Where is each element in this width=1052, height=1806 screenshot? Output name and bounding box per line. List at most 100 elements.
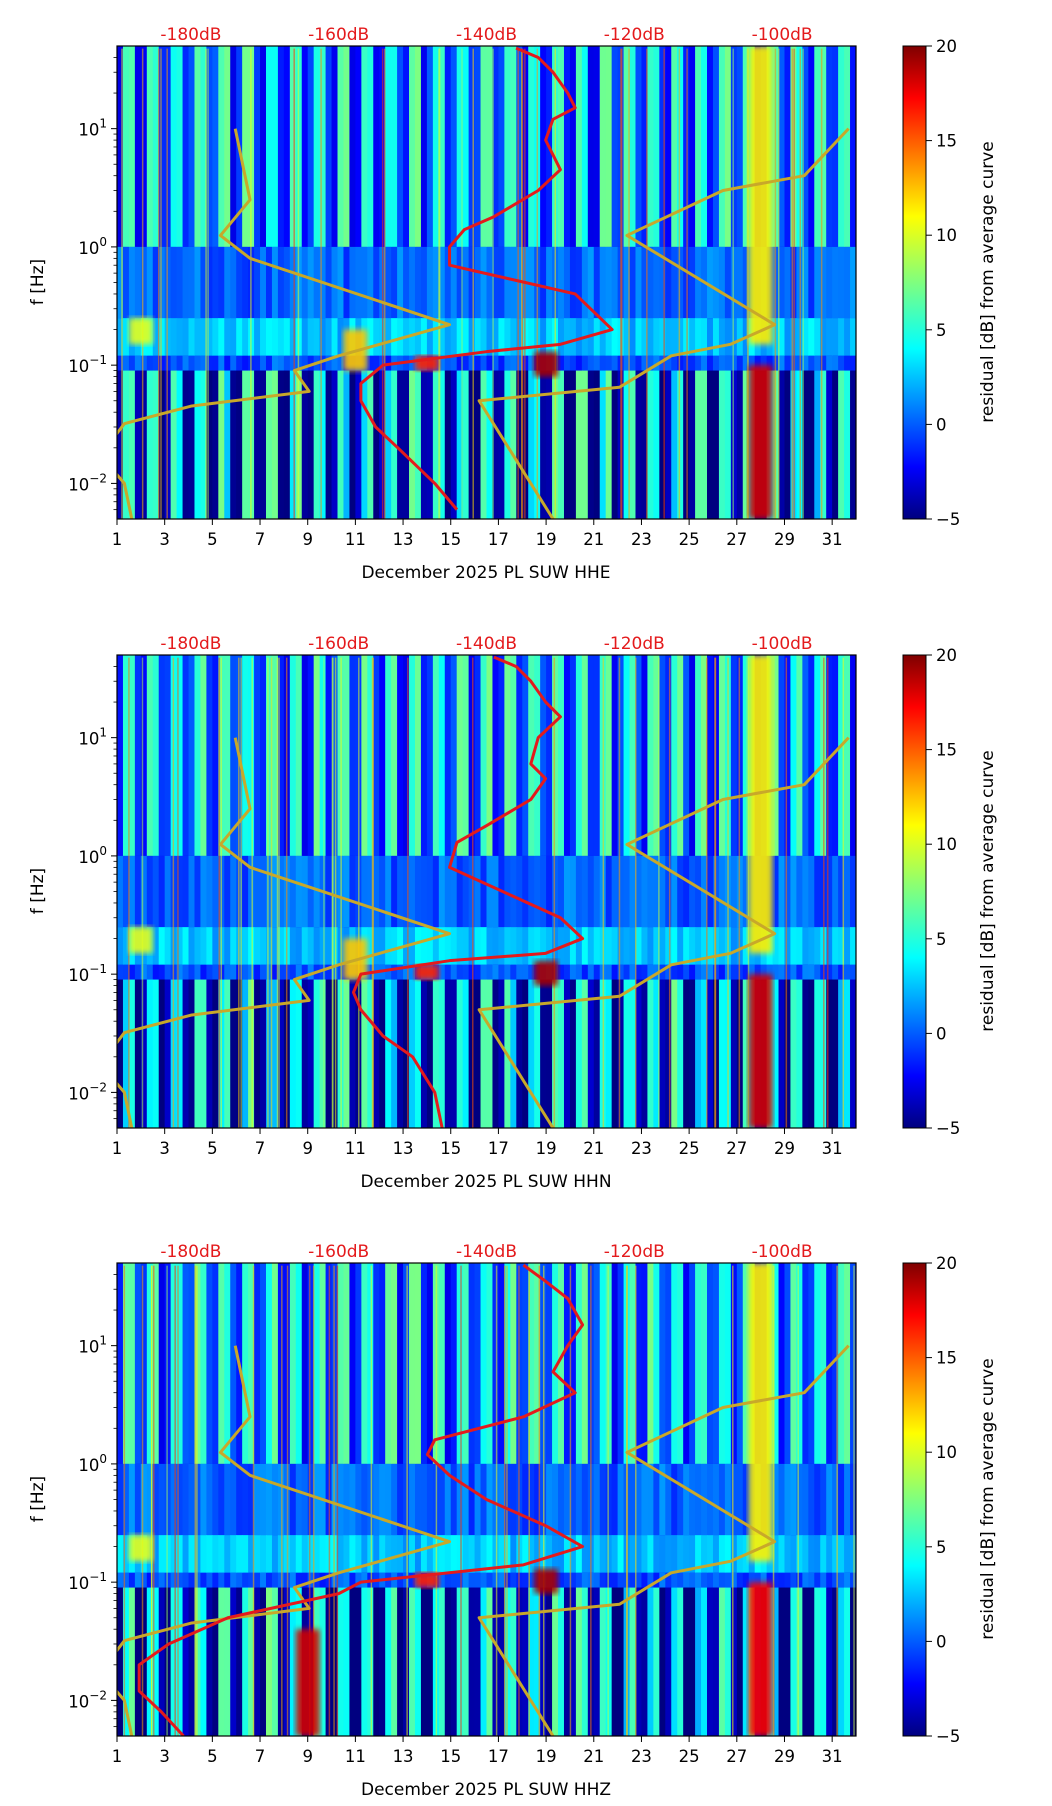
heatmap-cell — [504, 318, 511, 356]
heatmap-cell — [635, 855, 642, 928]
heatmap-cell — [730, 246, 738, 319]
heatmap-cell — [736, 246, 744, 319]
heatmap-streak — [823, 657, 825, 1128]
heatmap-cell — [474, 318, 482, 356]
heatmap-cell — [128, 355, 136, 371]
heatmap-cell — [117, 964, 124, 980]
heatmap-cell — [504, 246, 511, 319]
heatmap-cell — [420, 1463, 428, 1536]
heatmap-cell — [593, 1463, 601, 1536]
heatmap-cell — [569, 318, 577, 356]
heatmap-streak — [406, 1265, 408, 1736]
colorbar-tick-label: 5 — [936, 321, 947, 340]
heatmap-cell — [379, 1263, 386, 1464]
heatmap-cell — [117, 318, 124, 356]
heatmap-cell — [218, 1587, 225, 1736]
y-tick-label: 10−2 — [68, 471, 107, 494]
heatmap-cell — [164, 355, 172, 371]
heatmap-cell — [337, 1263, 344, 1464]
y-tick-label: 10−2 — [68, 1688, 107, 1711]
heatmap-cell — [546, 246, 553, 319]
heatmap-cell — [379, 927, 386, 965]
heatmap-streak — [166, 1265, 168, 1736]
heatmap-cell — [301, 1463, 309, 1536]
heatmap-cell — [164, 1572, 172, 1588]
heatmap-cell — [742, 655, 750, 856]
heatmap-cell — [122, 655, 130, 856]
high-noise-model-curve — [477, 127, 850, 519]
heatmap-cell — [581, 246, 589, 319]
heatmap-cell — [450, 1263, 458, 1464]
heatmap-cell — [593, 1263, 601, 1464]
heatmap-cell — [850, 927, 856, 965]
heatmap-cell — [665, 964, 672, 980]
heatmap-event — [748, 1582, 773, 1736]
heatmap-cell — [677, 355, 684, 371]
heatmap-cell — [194, 1572, 201, 1588]
heatmap-cell — [504, 927, 511, 965]
heatmap-cell — [826, 1572, 833, 1588]
heatmap-cell — [528, 318, 535, 356]
heatmap-cell — [563, 1572, 571, 1588]
y-tick-label: 10−2 — [68, 1080, 107, 1103]
y-tick-label: 101 — [78, 726, 107, 749]
heatmap-cell — [426, 1263, 434, 1464]
heatmap-streak — [635, 1265, 637, 1736]
heatmap-cell — [486, 855, 493, 928]
heatmap-cell — [635, 318, 642, 356]
x-axis: 1 3 5 7 9 11 13 15 17 19 21 23 25 27 29 31 — [112, 1128, 843, 1158]
heatmap-cell — [170, 46, 178, 247]
heatmap-streak — [196, 1265, 198, 1736]
heatmap-cell — [677, 927, 684, 965]
heatmap-cell — [128, 1463, 136, 1536]
heatmap-cell — [695, 1535, 702, 1573]
heatmap-cell — [778, 246, 785, 319]
heatmap-cell — [581, 1463, 589, 1536]
heatmap-cell — [504, 855, 511, 928]
heatmap-streak — [738, 657, 741, 1128]
heatmap-cell — [134, 1463, 142, 1536]
heatmap-cell — [373, 1535, 380, 1573]
heatmap-cell — [385, 1535, 392, 1573]
heatmap-cell — [581, 655, 589, 856]
heatmap-cell — [265, 46, 273, 247]
heatmap-cell — [683, 655, 690, 856]
heatmap-cell — [140, 355, 148, 371]
heatmap-cell — [271, 1263, 279, 1464]
heatmap-cell — [194, 246, 201, 319]
heatmap-cell — [838, 855, 845, 928]
heatmap-cell — [629, 655, 636, 856]
heatmap-cell — [242, 1263, 249, 1464]
heatmap-cell — [444, 318, 452, 356]
db-axis-label: -140dB — [456, 25, 517, 45]
heatmap-cell — [140, 979, 148, 1128]
heatmap-cell — [122, 355, 130, 371]
heatmap-cell — [510, 1535, 517, 1573]
heatmap-cell — [420, 318, 428, 356]
heatmap-cell — [432, 370, 440, 519]
heatmap-cell — [820, 246, 827, 319]
heatmap-cell — [832, 1572, 839, 1588]
heatmap-cell — [558, 964, 565, 980]
heatmap-cell — [254, 355, 261, 371]
heatmap-cell — [611, 927, 619, 965]
heatmap-cell — [492, 46, 499, 247]
heatmap-cell — [760, 964, 768, 980]
heatmap-cell — [236, 1463, 243, 1536]
heatmap-streak — [607, 1265, 609, 1736]
panel-hhn: 1 3 5 7 9 11 13 15 17 19 21 23 25 27 29 31 10−210−11001… — [28, 634, 998, 1192]
heatmap-cell — [546, 318, 553, 356]
x-tick-label: 27 — [726, 1747, 747, 1766]
heatmap-cell — [367, 1463, 374, 1536]
heatmap-cell — [796, 655, 803, 856]
heatmap-cell — [701, 655, 708, 856]
heatmap-cell — [832, 979, 839, 1128]
heatmap-cell — [492, 979, 499, 1128]
heatmap-cell — [134, 370, 142, 519]
heatmap-cell — [486, 370, 493, 519]
heatmap-cell — [242, 1463, 249, 1536]
heatmap-cell — [122, 246, 130, 319]
heatmap-cell — [301, 1572, 309, 1588]
heatmap-cell — [152, 1463, 160, 1536]
heatmap-cell — [802, 1587, 809, 1736]
